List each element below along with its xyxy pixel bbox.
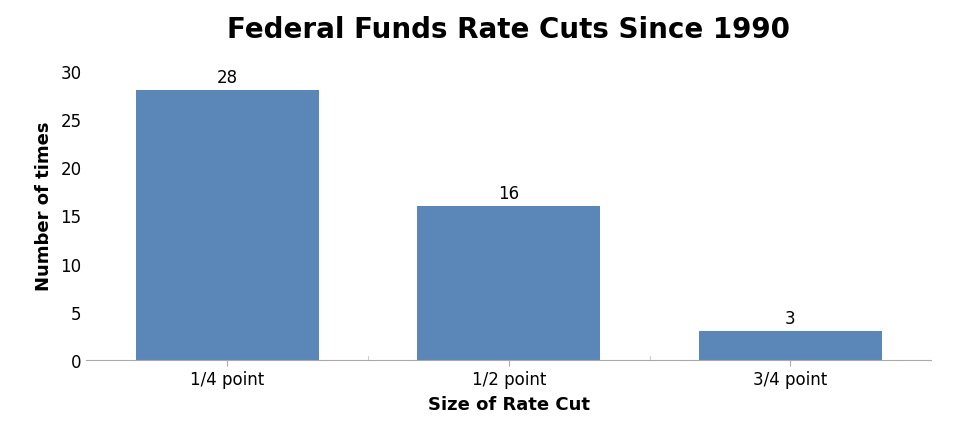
Text: 28: 28 [217, 69, 238, 87]
Bar [418, 206, 600, 360]
Text: 3: 3 [785, 309, 796, 328]
Title: Federal Funds Rate Cuts Since 1990: Federal Funds Rate Cuts Since 1990 [228, 16, 790, 44]
Bar [699, 331, 882, 360]
Bar [135, 91, 319, 360]
Text: 16: 16 [498, 184, 519, 202]
Y-axis label: Number of times: Number of times [36, 122, 54, 291]
X-axis label: Size of Rate Cut: Size of Rate Cut [428, 395, 589, 414]
